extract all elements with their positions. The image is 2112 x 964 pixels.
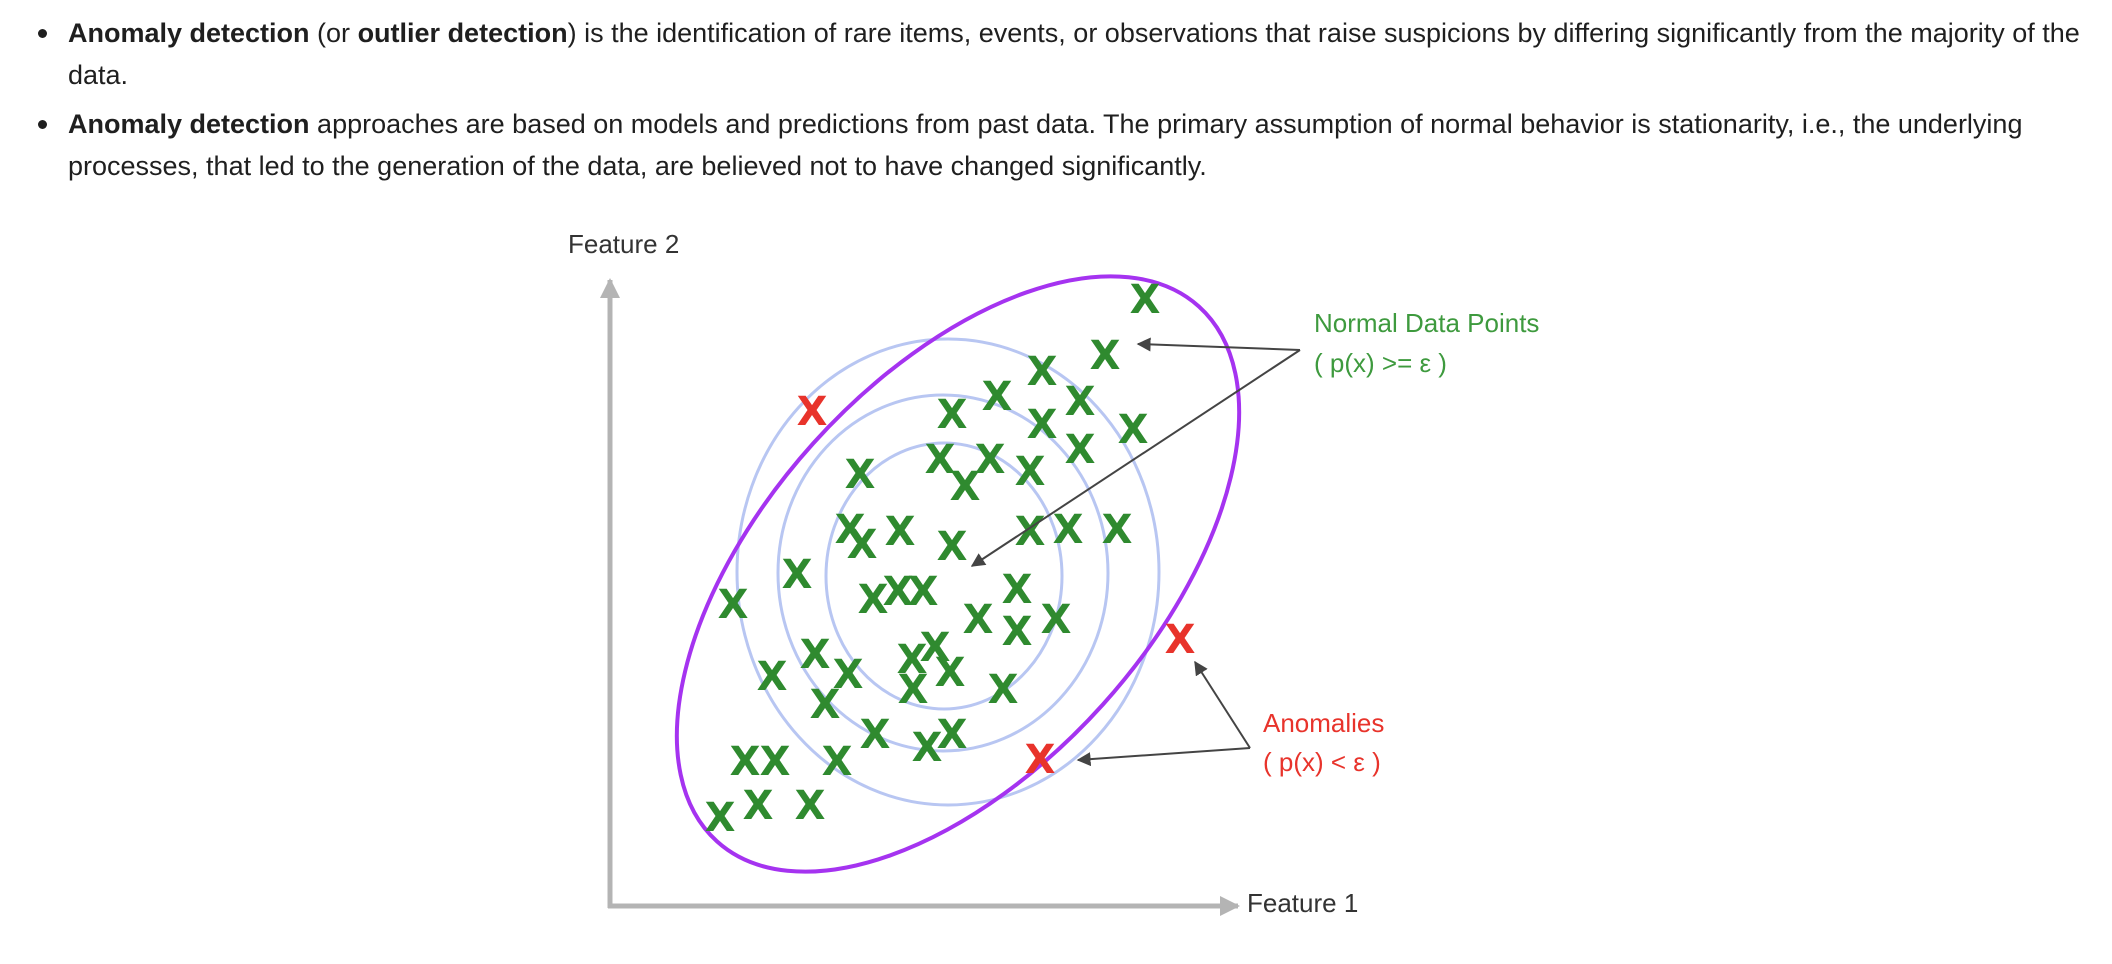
y-axis-label: Feature 2	[568, 229, 679, 259]
normal-point: X	[858, 577, 889, 623]
normal-point: X	[1015, 449, 1046, 495]
normal-point: X	[845, 452, 876, 498]
normal-points-condition: ( p(x) >= ε )	[1314, 348, 1447, 378]
contour-outer	[735, 337, 1161, 807]
term-outlier-detection: outlier detection	[357, 18, 568, 48]
normal-point: X	[1130, 277, 1161, 323]
normal-point: X	[937, 392, 968, 438]
normal-point: X	[935, 650, 966, 696]
normal-point: X	[705, 795, 736, 841]
bullet-dot	[38, 29, 47, 38]
contour-middle	[776, 393, 1110, 753]
normal-point: X	[950, 464, 981, 510]
normal-point: X	[1041, 597, 1072, 643]
contour-inner	[824, 441, 1064, 711]
normal-point: X	[757, 654, 788, 700]
normal-pointer-arrow	[970, 349, 1301, 567]
anomalies-label: Anomalies	[1263, 708, 1384, 738]
normal-point: X	[937, 712, 968, 758]
normal-point: X	[1102, 507, 1133, 553]
normal-points: X X X X X X X X X X X X X X X X X X X X …	[705, 277, 1161, 841]
normal-point: X	[937, 524, 968, 570]
normal-point: X	[1015, 509, 1046, 555]
normal-point: X	[1027, 349, 1058, 395]
normal-point: X	[897, 637, 928, 683]
anomaly-points: X X X	[797, 389, 1196, 783]
normal-point: X	[800, 632, 831, 678]
normal-point: X	[730, 739, 761, 785]
normal-point: X	[908, 569, 939, 615]
bullet-text: approaches are based on models and predi…	[68, 109, 2023, 181]
anomaly-point: X	[1025, 737, 1056, 783]
normal-point: X	[1118, 407, 1149, 453]
normal-point: X	[885, 509, 916, 555]
x-axis-label: Feature 1	[1247, 888, 1358, 918]
normal-point: X	[1053, 507, 1084, 553]
normal-point: X	[1002, 609, 1033, 655]
anomaly-pointer-arrow	[1194, 660, 1251, 749]
normal-point: X	[822, 739, 853, 785]
normal-point: X	[963, 597, 994, 643]
bullet-text: ) is the identification of rare items, e…	[68, 18, 2080, 90]
normal-point: X	[743, 783, 774, 829]
normal-point: X	[883, 569, 914, 615]
normal-point: X	[1027, 402, 1058, 448]
normal-point: X	[1002, 567, 1033, 613]
term-anomaly-detection: Anomaly detection	[68, 109, 310, 139]
bullet-list: Anomaly detection (or outlier detection)…	[0, 12, 2112, 194]
normal-point: X	[1065, 427, 1096, 473]
normal-point: X	[925, 437, 956, 483]
anomalies-condition: ( p(x) < ε )	[1263, 747, 1381, 777]
normal-point: X	[988, 667, 1019, 713]
normal-point: X	[718, 582, 749, 628]
normal-point: X	[920, 625, 951, 671]
bullet-dot	[38, 120, 47, 129]
decision-boundary	[674, 274, 1242, 874]
normal-pointer-arrow	[1136, 337, 1301, 352]
term-anomaly-detection: Anomaly detection	[68, 18, 310, 48]
normal-points-label: Normal Data Points	[1314, 308, 1539, 338]
normal-point: X	[1065, 379, 1096, 425]
normal-point: X	[860, 712, 891, 758]
normal-point: X	[795, 783, 826, 829]
normal-point: X	[833, 652, 864, 698]
normal-point: X	[810, 682, 841, 728]
anomaly-point: X	[1165, 617, 1196, 663]
anomaly-point: X	[797, 389, 828, 435]
normal-point: X	[782, 552, 813, 598]
normal-point: X	[1090, 333, 1121, 379]
normal-point: X	[975, 437, 1006, 483]
normal-point: X	[835, 507, 866, 553]
anomaly-pointer-arrow	[1076, 747, 1251, 767]
bullet-item-approaches: Anomaly detection approaches are based o…	[0, 103, 2112, 187]
bullet-text: (or	[309, 18, 358, 48]
normal-point: X	[982, 374, 1013, 420]
normal-point: X	[760, 739, 791, 785]
normal-point: X	[847, 522, 878, 568]
normal-point: X	[898, 667, 929, 713]
bullet-item-definition: Anomaly detection (or outlier detection)…	[0, 12, 2112, 96]
normal-point: X	[912, 725, 943, 771]
